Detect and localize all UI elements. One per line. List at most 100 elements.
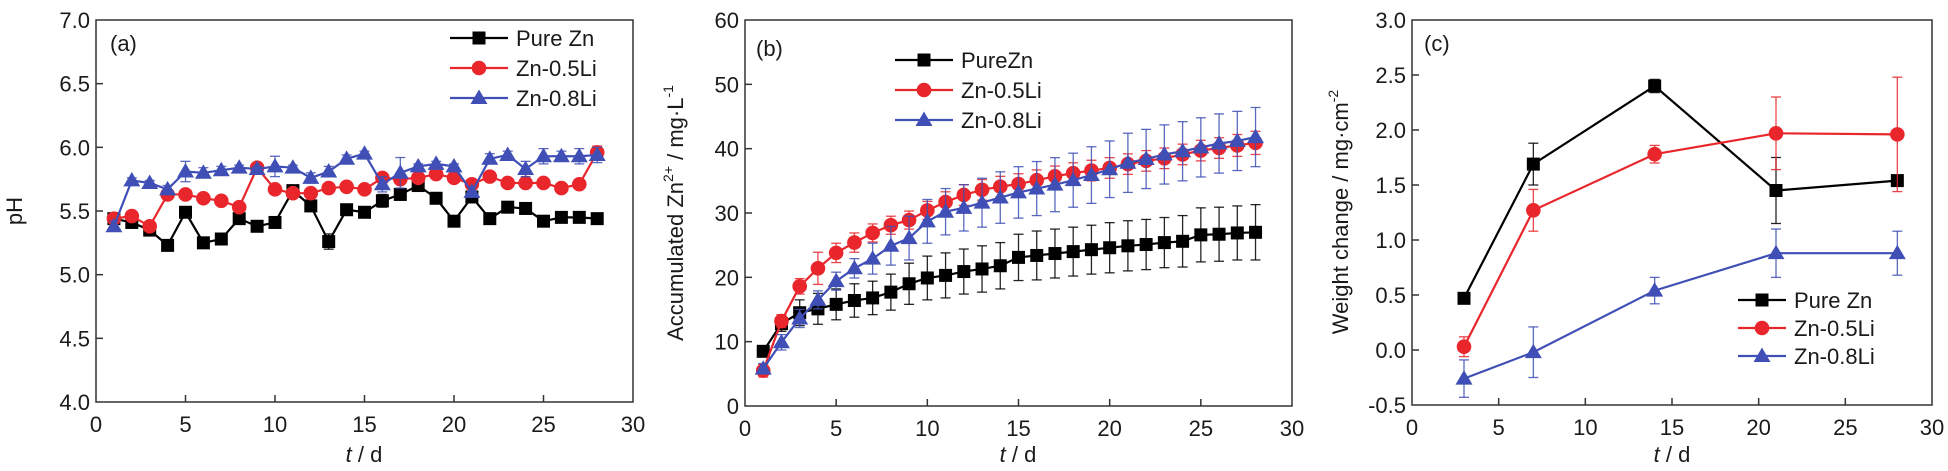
panel-b-data-point — [774, 313, 789, 329]
panel-a-legend-marker — [471, 60, 487, 76]
panel-b-legend-marker — [916, 82, 932, 98]
panel-b-y-axis-title-main: Accumulated Zn — [663, 182, 688, 341]
panel-b-data-point — [845, 259, 863, 275]
panel-a-label: (a) — [110, 31, 137, 56]
panel-a-data-point — [445, 157, 463, 173]
panel-c-y-tick-label: 1.0 — [1375, 228, 1406, 253]
panel-b-y-tick-label: 0 — [727, 394, 739, 419]
panel-b-data-point — [1212, 227, 1226, 241]
panel-b-data-point — [957, 265, 971, 279]
panel-a-legend-marker — [470, 89, 488, 104]
panel-a-x-tick-label: 10 — [263, 412, 287, 437]
panel-c-data-point — [1769, 184, 1783, 197]
panel-b-legend-marker — [915, 111, 933, 126]
panel-a-data-point — [321, 180, 337, 196]
panel-a-legend-label: Pure Zn — [516, 26, 594, 51]
panel-a-data-point — [499, 146, 517, 161]
panel-b-data-point — [791, 310, 809, 325]
panel-a-data-point — [250, 219, 264, 233]
panel-b-data-point — [884, 285, 898, 299]
panel-a-x-tick-label: 30 — [621, 412, 645, 437]
panel-a-x-tick-label: 0 — [90, 412, 102, 437]
panel-c-x-axis-title: t / d — [1654, 442, 1691, 467]
panel-b-legend-item: Zn-0.8Li — [895, 108, 1042, 133]
panel-a-data-point — [212, 161, 230, 177]
panel-b-data-point — [900, 229, 918, 245]
panel-a-series-line — [113, 151, 599, 228]
panel-b-x-tick-label: 0 — [739, 416, 751, 441]
panel-b-data-point — [792, 279, 807, 294]
panel-a-data-point — [356, 145, 373, 160]
panel-c-x-axis: 0 5 10 15 20 25 30 — [1406, 398, 1944, 440]
panel-a-legend-marker — [472, 31, 486, 45]
panel-b-x-tick-label: 10 — [915, 416, 939, 441]
panel-b-data-point — [939, 268, 953, 282]
panel-a-data-point — [588, 146, 606, 161]
panel-a-data-point — [303, 185, 319, 201]
panel-a-y-tick-label: 6.0 — [59, 135, 90, 160]
panel-b-x-axis: 0 5 10 15 20 25 30 — [739, 399, 1304, 441]
panel-a-data-point — [373, 175, 391, 191]
panel-a-series — [105, 145, 606, 252]
panel-a-y-axis-title: pH — [2, 197, 27, 225]
panel-b-y-tick-label: 50 — [715, 72, 739, 97]
panel-b-data-point — [1249, 225, 1263, 239]
panel-b-y-axis-title-sup1: 2+ — [660, 166, 676, 182]
panel-b-x-tick-label: 20 — [1097, 416, 1121, 441]
panel-a-data-point — [517, 160, 535, 175]
panel-a-y-axis: 4.0 4.5 5.0 5.5 6.0 6.5 7.0 — [59, 8, 103, 415]
panel-a-data-point — [428, 166, 444, 182]
panel-b-data-point — [1066, 245, 1080, 259]
panel-b-legend-label: Zn-0.5Li — [961, 78, 1042, 103]
panel-c-legend-marker — [1753, 347, 1771, 362]
panel-b-data-point — [918, 212, 936, 228]
panel-b-y-tick-label: 40 — [715, 137, 739, 162]
panel-b-data-point — [1046, 176, 1064, 191]
panel-a-data-point — [178, 187, 193, 202]
panel-b-data-point — [1194, 228, 1208, 242]
panel-c-data-point — [1526, 203, 1541, 218]
panel-b-y-tick-label: 20 — [715, 265, 739, 290]
panel-a-x-axis-title-var: t — [346, 442, 353, 467]
panel-a-data-point — [194, 164, 212, 179]
panel-c-y-tick-label: 2.5 — [1375, 63, 1406, 88]
panel-c-legend-marker — [1755, 293, 1769, 307]
panel-c-legend-label: Zn-0.5Li — [1794, 316, 1875, 341]
panel-a-data-point — [161, 238, 175, 252]
panel-c-data-point — [1647, 146, 1662, 162]
panel-b-legend-item: Zn-0.5Li — [895, 78, 1042, 103]
panel-c-data-point — [1648, 79, 1662, 93]
panel-b-x-tick-label: 30 — [1280, 416, 1304, 441]
panel-b-data-point — [1084, 243, 1098, 257]
panel-b-data-point — [1137, 150, 1155, 165]
panel-a-data-point — [572, 176, 587, 192]
panel-a-data-point — [304, 199, 318, 213]
panel-a-y-tick-label: 5.0 — [59, 263, 90, 288]
panel-b-data-point — [993, 259, 1007, 273]
panel-a-data-point — [322, 235, 336, 249]
panel-a-x-tick-label: 5 — [179, 412, 191, 437]
panel-b-data-point — [1101, 160, 1119, 176]
panel-b-data-point — [1228, 132, 1246, 147]
panel-b-y-tick-label: 60 — [715, 8, 739, 33]
panel-a-data-point — [302, 169, 320, 184]
panel-a-data-point — [554, 180, 569, 196]
panel-c-series — [1455, 76, 1906, 398]
panel-a-data-point — [535, 147, 552, 163]
panel-c-legend-marker — [1754, 320, 1770, 336]
panel-a-data-point — [123, 171, 141, 187]
panel-b-y-tick-label: 10 — [715, 330, 739, 355]
panel-a-data-point — [482, 169, 498, 184]
panel-a-y-tick-label: 5.5 — [59, 199, 90, 224]
panel-a-y-tick-label: 6.5 — [59, 72, 90, 97]
panel-a-data-point — [124, 208, 140, 224]
panel-c-x-tick-label: 25 — [1833, 415, 1857, 440]
panel-a-data-point — [340, 203, 354, 217]
panel-a-x-tick-label: 15 — [352, 412, 376, 437]
panel-b-data-point — [864, 250, 882, 265]
panel-b-data-point — [829, 297, 843, 311]
panel-b-data-point — [1119, 154, 1137, 169]
panel-b-data-point — [847, 293, 861, 307]
panel-a-data-point — [285, 185, 301, 201]
panel-b-data-point — [1176, 234, 1190, 248]
